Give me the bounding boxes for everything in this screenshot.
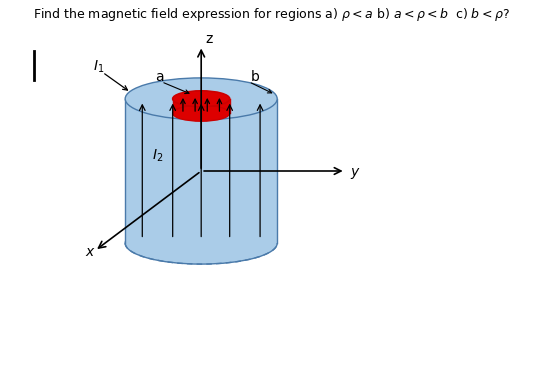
Ellipse shape bbox=[125, 222, 277, 264]
Text: Find the magnetic field expression for regions a) $\rho < a$ b) $a < \rho < b$  : Find the magnetic field expression for r… bbox=[33, 6, 510, 23]
Ellipse shape bbox=[125, 78, 277, 120]
Ellipse shape bbox=[173, 91, 230, 107]
Text: $I_2$: $I_2$ bbox=[152, 147, 163, 164]
Text: a: a bbox=[156, 70, 164, 84]
Text: x: x bbox=[85, 245, 94, 260]
Text: b: b bbox=[250, 70, 259, 84]
Text: y: y bbox=[350, 165, 358, 179]
Ellipse shape bbox=[173, 105, 230, 121]
Text: $I_1$: $I_1$ bbox=[93, 58, 104, 75]
Polygon shape bbox=[173, 99, 230, 113]
Polygon shape bbox=[125, 99, 277, 243]
Text: z: z bbox=[206, 32, 213, 46]
